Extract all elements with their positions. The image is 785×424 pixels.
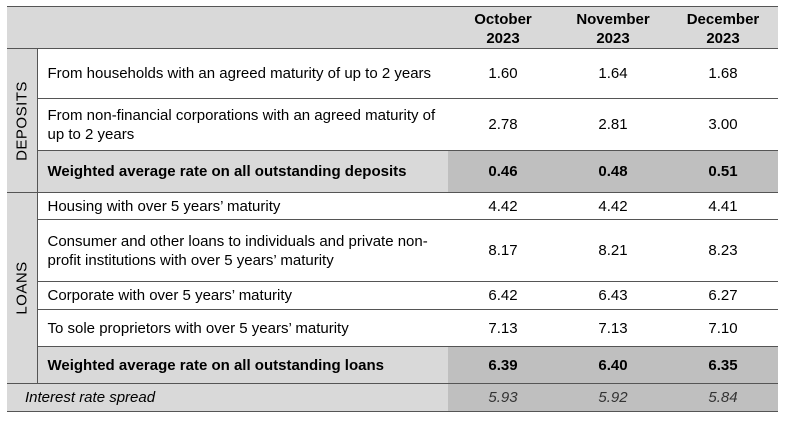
cell-value: 4.42 [448,192,558,220]
header-december-2023: December 2023 [668,6,778,49]
loans-section-label: LOANS [7,192,38,384]
loans-label-text: LOANS [13,261,31,315]
cell-value: 8.17 [448,219,558,282]
header-year: 2023 [706,30,740,47]
header-month: November [576,11,650,28]
cell-value: 0.48 [558,150,668,193]
interest-rates-table: October 2023 November 2023 December 2023 DE… [7,6,778,412]
cell-value: 3.00 [668,98,778,151]
row-description: From non-financial corporations with an … [37,98,448,151]
cell-value: 2.78 [448,98,558,151]
cell-value: 1.68 [668,48,778,99]
table-row: DEPOSITS From households with an agreed … [7,48,778,193]
spread-label: Interest rate spread [7,383,448,412]
interest-rate-spread-row: Interest rate spread 5.93 5.92 5.84 [7,383,778,412]
loans-total-row: Weighted average rate on all outstanding… [7,346,778,384]
row-description: Weighted average rate on all outstanding… [37,150,448,193]
header-year: 2023 [596,30,630,47]
table-row: To sole proprietors with over 5 years’ m… [7,309,778,347]
cell-value: 6.42 [448,281,558,310]
cell-value: 2.81 [558,98,668,151]
deposits-total-row: Weighted average rate on all outstanding… [7,150,778,193]
table-row: LOANS Housing with over 5 years’ maturit… [7,192,778,384]
header-month: December [686,11,760,28]
cell-value: 6.43 [558,281,668,310]
cell-value: 4.41 [668,192,778,220]
cell-value: 7.10 [668,309,778,347]
cell-value: 1.60 [448,48,558,99]
cell-value: 8.21 [558,219,668,282]
row-description: Consumer and other loans to individuals … [37,219,448,282]
cell-value: 5.84 [668,383,778,412]
cell-value: 5.92 [558,383,668,412]
cell-value: 0.51 [668,150,778,193]
cell-value: 6.35 [668,346,778,384]
row-description: Corporate with over 5 years’ maturity [37,281,448,310]
header-month: October [474,11,532,28]
table-row: Corporate with over 5 years’ maturity 6.… [7,281,778,310]
header-corner [7,6,448,49]
table-row: Consumer and other loans to individuals … [7,219,778,282]
deposits-section-label: DEPOSITS [7,48,38,193]
table-row: From non-financial corporations with an … [7,98,778,151]
row-description: Weighted average rate on all outstanding… [37,346,448,384]
cell-value: 7.13 [448,309,558,347]
row-description: From households with an agreed maturity … [37,48,448,99]
row-description: To sole proprietors with over 5 years’ m… [37,309,448,347]
cell-value: 6.27 [668,281,778,310]
deposits-label-text: DEPOSITS [13,80,31,161]
header-november-2023: November 2023 [558,6,668,49]
table-header-row: October 2023 November 2023 December 2023 [7,6,778,49]
cell-value: 8.23 [668,219,778,282]
cell-value: 5.93 [448,383,558,412]
cell-value: 6.40 [558,346,668,384]
cell-value: 7.13 [558,309,668,347]
cell-value: 0.46 [448,150,558,193]
header-year: 2023 [486,30,520,47]
cell-value: 1.64 [558,48,668,99]
cell-value: 4.42 [558,192,668,220]
row-description: Housing with over 5 years’ maturity [37,192,448,220]
header-october-2023: October 2023 [448,6,558,49]
cell-value: 6.39 [448,346,558,384]
